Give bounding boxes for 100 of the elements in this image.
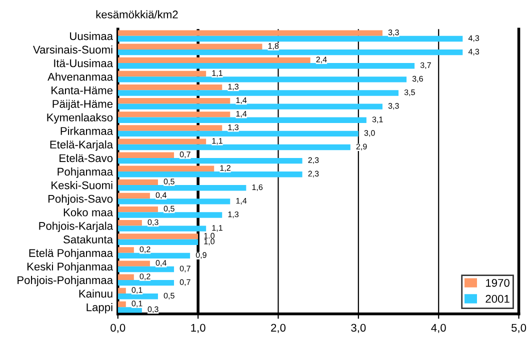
bar — [118, 90, 399, 96]
y-tick-label: Etelä-Savo — [60, 154, 113, 162]
data-label: 1,1 — [212, 138, 222, 145]
data-label: 3,7 — [420, 62, 431, 70]
bar — [118, 104, 382, 110]
data-label: 0,9 — [196, 252, 206, 259]
data-label: 0,1 — [132, 287, 142, 294]
bar — [118, 294, 158, 300]
bar — [118, 112, 230, 118]
bar — [118, 44, 262, 50]
data-label: 1,1 — [212, 70, 222, 77]
data-label: 1,3 — [228, 84, 239, 90]
bar — [118, 226, 206, 232]
bar — [118, 57, 310, 64]
data-label: 0,7 — [180, 266, 190, 272]
data-label: 0,2 — [140, 274, 150, 280]
bar — [118, 117, 366, 123]
x-tick-label: 2,0 — [271, 324, 286, 334]
y-tick-label: Koko maa — [64, 208, 114, 216]
data-label: 0,4 — [156, 260, 166, 267]
bar — [118, 288, 126, 294]
y-tick-label: Etelä Pohjanmaa — [29, 248, 114, 260]
bar — [118, 185, 246, 191]
data-label: 3,3 — [388, 103, 399, 110]
data-label: 0,3 — [148, 306, 158, 314]
bar — [118, 274, 134, 280]
data-label: 0,3 — [148, 219, 158, 226]
data-label: 2,4 — [316, 56, 327, 64]
y-tick-label: Kanta-Häme — [52, 86, 113, 94]
bar — [118, 125, 222, 131]
data-label: 1,6 — [252, 184, 263, 192]
data-label: 0,1 — [132, 300, 142, 308]
data-label: 0,7 — [180, 152, 190, 158]
y-tick-label: Pirkanmaa — [60, 126, 114, 135]
y-tick-label: Pohjois-Savo — [48, 194, 113, 205]
data-label: 0,5 — [164, 292, 174, 300]
bar — [118, 98, 230, 104]
y-tick-label: Ahvenanmaa — [48, 72, 114, 81]
bar — [118, 36, 463, 42]
bar — [118, 172, 302, 178]
data-label: 2,3 — [308, 170, 319, 178]
bar — [118, 158, 302, 164]
data-label: 1,2 — [220, 165, 230, 172]
y-tick-label: Lappi — [86, 303, 112, 314]
data-label: 1,0 — [204, 238, 214, 246]
y-tick-label: Itä-Uusimaa — [54, 59, 114, 68]
x-tick-label: 4,0 — [431, 324, 446, 334]
y-tick-label: Kainuu — [79, 289, 112, 298]
data-label: 3,1 — [372, 116, 383, 124]
bar — [118, 49, 463, 56]
y-tick-label: Päijät-Häme — [52, 100, 113, 110]
data-label: 4,3 — [468, 35, 480, 42]
data-label: 3,6 — [412, 76, 423, 83]
data-label: 1,4 — [236, 97, 247, 104]
x-tick-label: 1,0 — [191, 324, 206, 334]
bar — [118, 152, 174, 158]
bar — [118, 220, 142, 226]
data-label: 1,4 — [236, 198, 247, 205]
y-tick-label: Pohjois-Pohjanmaa — [18, 276, 114, 286]
x-tick-label: 5,0 — [512, 324, 526, 334]
data-label: 0,5 — [164, 206, 174, 212]
bar — [118, 247, 134, 253]
bar — [118, 30, 382, 36]
data-label: 1,8 — [268, 43, 279, 50]
data-label: 0,4 — [156, 192, 166, 199]
bar — [118, 166, 214, 172]
y-tick-label: Kymenlaakso — [47, 113, 113, 124]
bar — [118, 307, 142, 313]
bar — [118, 179, 158, 186]
bar — [118, 198, 230, 204]
y-tick-label: Etelä-Karjala — [50, 140, 114, 151]
data-label: 2,9 — [356, 144, 367, 150]
data-label: 1,0 — [204, 232, 214, 240]
bar — [118, 252, 190, 259]
data-label: 1,4 — [236, 110, 247, 118]
y-tick-label: Keski-Suomi — [52, 181, 112, 190]
legend-label: 2001 — [486, 294, 510, 303]
legend-label: 1970 — [486, 278, 510, 287]
x-tick-label: 3,0 — [351, 324, 366, 334]
data-label: 3,0 — [364, 130, 375, 137]
y-tick-label: Pohjanmaa — [58, 167, 114, 178]
chart-title: kesämökkiä/km2 — [96, 10, 178, 18]
y-tick-label: Varsinais-Suomi — [33, 45, 112, 54]
y-tick-label: Uusimaa — [70, 32, 114, 40]
bar — [118, 138, 206, 144]
data-label: 3,5 — [404, 89, 415, 96]
y-tick-label: Keski Pohjanmaa — [27, 262, 114, 273]
y-tick-label: Satakunta — [63, 235, 114, 244]
bar — [118, 212, 222, 218]
bar — [118, 301, 126, 308]
bar — [118, 130, 358, 137]
data-label: 2,3 — [308, 157, 319, 164]
bar — [118, 234, 198, 240]
data-label: 0,5 — [164, 178, 174, 186]
bar — [118, 266, 174, 272]
bar — [118, 70, 206, 77]
data-label: 0,7 — [180, 279, 190, 286]
bar — [118, 280, 174, 286]
x-tick-label: 0,0 — [110, 324, 126, 334]
bar — [118, 84, 222, 90]
